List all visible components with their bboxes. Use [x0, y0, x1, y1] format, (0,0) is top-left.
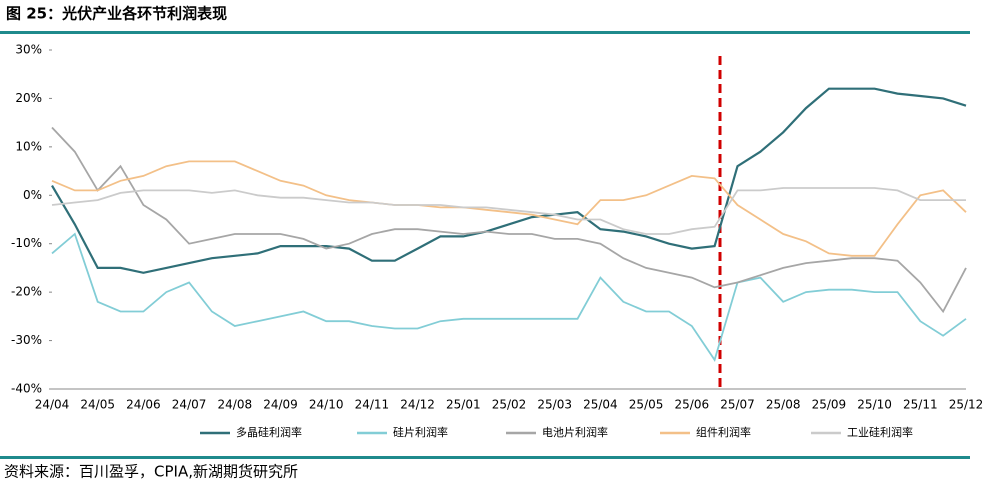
x-tick-label: 24/08 — [218, 398, 253, 412]
x-tick-label: 24/10 — [309, 398, 344, 412]
y-tick-label: -20% — [11, 285, 42, 299]
x-tick-label: 25/07 — [720, 398, 755, 412]
y-tick-label: 30% — [15, 43, 42, 57]
x-tick-label: 25/02 — [492, 398, 527, 412]
x-tick-label: 25/05 — [629, 398, 664, 412]
chart-title: 图 25：光伏产业各环节利润表现 — [6, 5, 227, 23]
legend-label: 多晶硅利润率 — [236, 425, 302, 439]
series-line — [51, 160, 967, 257]
y-tick-label: 10% — [15, 139, 42, 153]
x-tick-label: 25/06 — [675, 398, 710, 412]
series-line — [51, 87, 967, 274]
x-tick-label: 24/07 — [172, 398, 207, 412]
series-line — [51, 187, 966, 235]
y-tick-label: -40% — [11, 382, 42, 396]
x-tick-label: 24/09 — [263, 398, 298, 412]
x-tick-label: 25/12 — [949, 398, 984, 412]
x-tick-label: 25/04 — [583, 398, 618, 412]
legend-label: 硅片利润率 — [393, 425, 448, 439]
x-tick-label: 25/01 — [446, 398, 481, 412]
x-tick-label: 25/11 — [903, 398, 938, 412]
series-line — [51, 232, 967, 362]
y-tick-label: -10% — [11, 236, 42, 250]
x-tick-label: 25/03 — [537, 398, 572, 412]
x-tick-label: 25/08 — [766, 398, 801, 412]
y-tick-label: 0% — [23, 188, 42, 202]
y-tick-label: -30% — [11, 333, 42, 347]
x-tick-label: 24/05 — [80, 398, 115, 412]
x-tick-label: 24/06 — [126, 398, 161, 412]
x-tick-label: 24/04 — [35, 398, 70, 412]
legend-label: 组件利润率 — [696, 425, 751, 439]
x-tick-label: 24/12 — [400, 398, 435, 412]
series-line — [51, 126, 967, 314]
legend-label: 工业硅利润率 — [847, 425, 913, 439]
top-rule — [0, 31, 970, 34]
source-note: 资料来源：百川盈孚，CPIA,新湖期货研究所 — [4, 463, 298, 481]
x-tick-label: 25/10 — [857, 398, 892, 412]
x-tick-label: 24/11 — [355, 398, 390, 412]
legend-label: 电池片利润率 — [542, 425, 608, 439]
y-tick-label: 20% — [15, 91, 42, 105]
bottom-rule — [0, 456, 970, 459]
x-tick-label: 25/09 — [812, 398, 847, 412]
